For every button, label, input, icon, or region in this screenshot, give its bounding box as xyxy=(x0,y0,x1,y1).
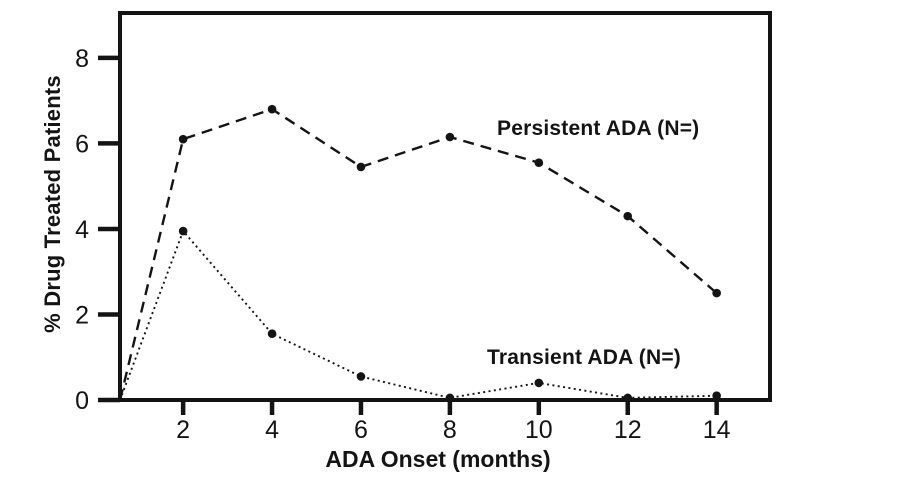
persistent-ada-line xyxy=(118,107,718,401)
persistent-ada-data-point-marker xyxy=(712,288,721,298)
x-axis-tick-label: 14 xyxy=(703,416,731,444)
x-axis-tick-label: 8 xyxy=(443,416,457,444)
transient-ada-data-point-marker xyxy=(712,391,721,401)
x-axis-tick-label: 6 xyxy=(354,416,368,444)
x-axis-tick-label: 10 xyxy=(525,416,553,444)
persistent-ada-data-point-marker xyxy=(267,104,277,114)
x-axis-tick-label: 12 xyxy=(614,416,642,444)
x-axis-title: ADA Onset (months) xyxy=(325,446,551,472)
transient-ada-line xyxy=(119,229,717,401)
y-axis-tick-label: 0 xyxy=(75,387,89,415)
transient-ada-data-point-marker xyxy=(445,393,455,403)
transient-ada-data-point-marker xyxy=(178,226,188,236)
y-axis-tick-label: 2 xyxy=(75,301,89,329)
transient-ada-data-point-marker xyxy=(267,329,277,339)
persistent-ada-data-point-marker xyxy=(445,132,455,142)
legend-persistent-ada: Persistent ADA (N=) xyxy=(497,117,700,140)
y-axis-title: % Drug Treated Patients xyxy=(40,75,65,333)
x-axis-tick-label: 2 xyxy=(176,416,190,444)
y-axis-tick-label: 4 xyxy=(75,216,89,244)
transient-ada-data-point-marker xyxy=(356,372,366,381)
persistent-ada-data-point-marker xyxy=(534,158,544,167)
persistent-ada-data-point-marker xyxy=(178,134,188,144)
legend-transient-ada: Transient ADA (N=) xyxy=(487,346,681,369)
transient-ada-data-point-marker xyxy=(623,393,633,403)
y-axis-tick-label: 8 xyxy=(75,45,89,73)
x-axis-tick-label: 4 xyxy=(265,416,279,444)
persistent-ada-data-point-marker xyxy=(623,211,633,221)
persistent-ada-data-point-marker xyxy=(356,162,366,172)
transient-ada-data-point-marker xyxy=(534,378,544,388)
plot-border xyxy=(118,11,772,402)
y-axis-tick-label: 6 xyxy=(75,130,89,158)
